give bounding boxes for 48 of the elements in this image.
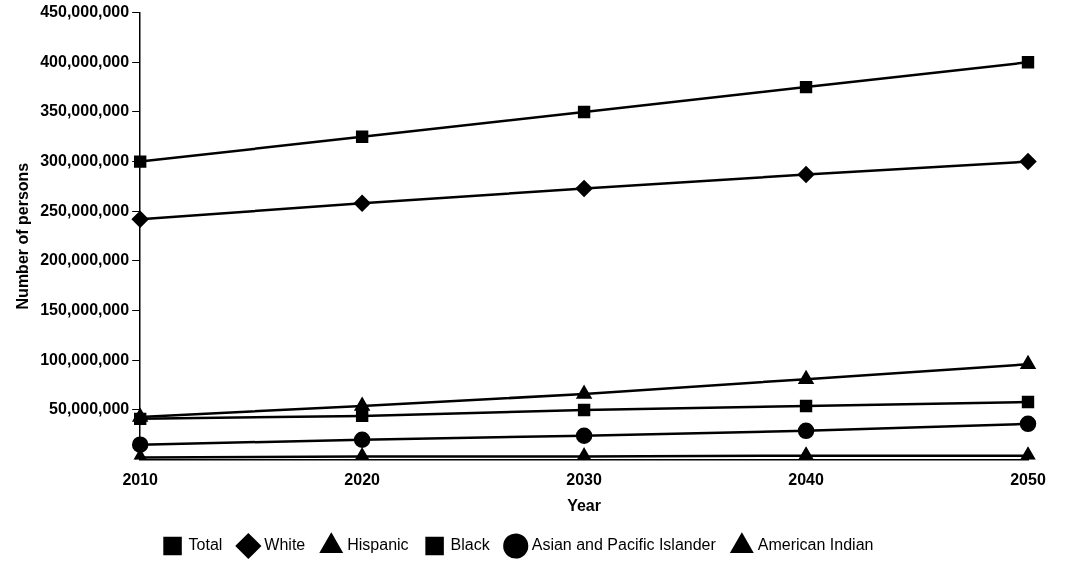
point [132,408,148,422]
point [353,195,371,212]
x-tick-label: 2030 [566,470,602,488]
point [797,166,815,183]
point [354,397,370,411]
point [575,427,593,445]
y-tick-label: 450,000,000 [40,3,130,21]
point [798,447,814,460]
point [799,80,813,94]
y-tick-label: 50,000,000 [49,400,130,418]
point [577,403,591,417]
point [799,399,813,413]
point [797,422,815,440]
legend-label: Total [188,536,223,554]
point [577,105,591,119]
y-tick-label: 350,000,000 [40,102,130,120]
y-tick-label: 400,000,000 [40,52,130,70]
point [1020,355,1036,369]
point [576,385,592,399]
y-tick-label: 100,000,000 [40,350,130,368]
point [353,431,371,448]
point [1019,153,1037,170]
y-tick-label: 150,000,000 [40,301,130,319]
legend-label: Hispanic [347,536,409,554]
point [1021,56,1035,69]
x-tick-label: 2010 [122,470,159,488]
point [131,210,149,228]
point [575,180,593,197]
legend-label: American Indian [757,536,874,554]
point [355,409,369,423]
x-axis-title: Year [567,496,601,514]
point [1021,395,1035,409]
legend-label: Black [450,536,491,554]
point [355,130,369,143]
legend-label: White [264,536,306,554]
y-axis-title: Number of persons [14,162,32,310]
x-tick-label: 2020 [344,470,381,488]
y-tick-label: 300,000,000 [40,152,130,170]
y-tick-label: 250,000,000 [40,201,130,219]
point [131,436,149,453]
point [798,370,814,384]
point [133,155,147,168]
x-tick-label: 2040 [788,470,824,488]
x-tick-label: 2050 [1010,470,1046,488]
y-tick-label: 200,000,000 [40,251,130,269]
point [1020,447,1036,460]
legend-label: Asian and Pacific Islander [531,536,717,554]
point [1019,415,1037,433]
